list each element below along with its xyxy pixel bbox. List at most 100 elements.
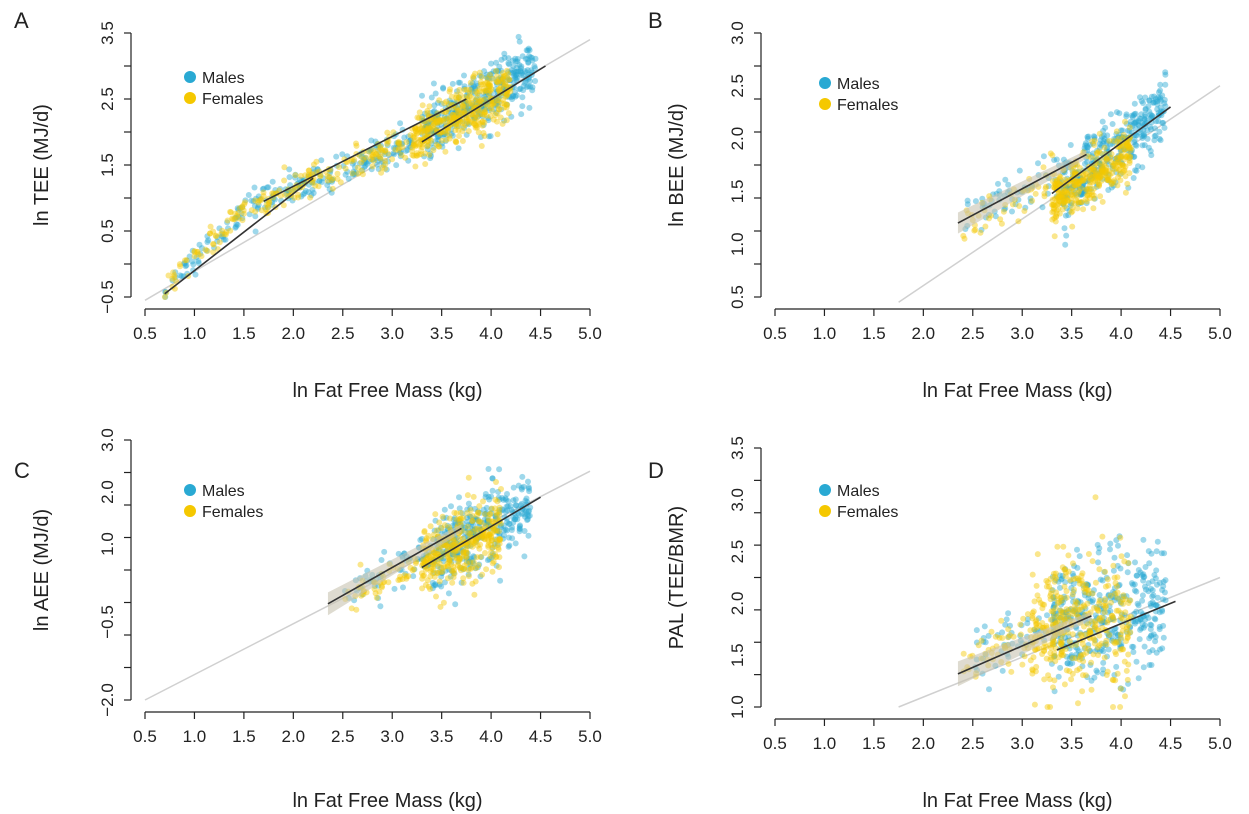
point-females — [1008, 668, 1015, 675]
point-females — [402, 154, 409, 161]
point-females — [489, 102, 496, 109]
point-males — [497, 577, 504, 584]
point-males — [443, 116, 450, 123]
point-females — [440, 116, 447, 123]
y-tick-label: 3.0 — [98, 428, 117, 452]
point-females — [255, 199, 262, 206]
point-males — [419, 131, 426, 137]
point-males — [251, 202, 258, 209]
point-females — [489, 568, 496, 575]
point-females — [487, 113, 494, 120]
point-females — [459, 101, 466, 108]
point-males — [472, 85, 478, 92]
point-females — [1084, 600, 1091, 607]
point-males — [1091, 674, 1098, 681]
point-males — [497, 74, 504, 81]
point-females — [269, 190, 276, 197]
point-females — [1101, 654, 1108, 661]
y-tick-label: 3.5 — [728, 436, 747, 460]
point-males — [368, 137, 375, 144]
legend-label-females: Females — [837, 504, 898, 521]
point-males — [1161, 589, 1168, 596]
point-females — [396, 140, 403, 147]
point-males — [1132, 559, 1138, 566]
point-females — [474, 542, 481, 549]
point-females — [410, 152, 417, 159]
point-males — [461, 83, 468, 90]
point-males — [525, 83, 532, 90]
point-males — [350, 158, 357, 165]
point-males — [361, 155, 368, 162]
point-females — [486, 531, 493, 538]
point-females — [486, 83, 493, 89]
point-females — [384, 129, 391, 136]
point-males — [513, 77, 520, 84]
point-females — [1000, 208, 1007, 215]
point-males — [162, 294, 169, 300]
point-females — [493, 553, 500, 560]
point-females — [477, 111, 483, 117]
x-tick-label: 4.0 — [479, 727, 503, 746]
point-females — [1017, 621, 1024, 628]
point-males — [526, 485, 532, 492]
point-males — [1139, 142, 1146, 149]
point-females — [382, 147, 389, 154]
point-males — [405, 157, 412, 164]
point-males — [255, 193, 262, 200]
point-males — [452, 112, 459, 119]
point-males — [427, 126, 434, 133]
point-males — [445, 590, 452, 597]
panel-b: 0.5 1.0 1.5 2.0 2.5 3.0 3.5 4.0 4.5 5.0 ln Fat Fre… — [648, 8, 1232, 402]
point-females — [227, 209, 234, 216]
point-males — [441, 130, 448, 137]
point-males — [456, 111, 463, 118]
point-females — [230, 216, 237, 223]
point-males — [487, 133, 494, 140]
point-females — [436, 143, 443, 150]
point-females — [443, 137, 450, 143]
point-females — [486, 80, 493, 87]
point-females — [476, 69, 483, 76]
point-males — [203, 247, 210, 254]
point-males — [407, 144, 414, 151]
point-males — [265, 184, 272, 191]
point-males — [505, 69, 512, 75]
point-males — [435, 133, 442, 140]
scatter-points — [960, 494, 1169, 710]
point-males — [196, 241, 203, 248]
point-males — [377, 603, 384, 610]
y-tick-label: 3.0 — [728, 488, 747, 512]
point-females — [403, 139, 410, 146]
point-females — [410, 134, 417, 141]
point-females — [415, 126, 422, 133]
point-males — [509, 57, 516, 64]
point-females — [280, 202, 287, 209]
point-males — [1095, 549, 1102, 556]
point-males — [1135, 121, 1142, 128]
point-females — [256, 197, 263, 204]
point-females — [1074, 600, 1081, 606]
point-males — [479, 113, 486, 120]
point-females — [1124, 635, 1131, 641]
point-males — [463, 100, 470, 106]
point-males — [395, 141, 402, 148]
point-males — [1145, 144, 1152, 151]
point-males — [482, 91, 489, 98]
x-tick-label: 4.5 — [1159, 734, 1183, 753]
point-males — [1063, 232, 1070, 239]
point-males — [1136, 636, 1143, 643]
point-females — [481, 133, 488, 139]
point-males — [461, 72, 467, 79]
point-males — [1149, 99, 1156, 106]
point-females — [376, 588, 383, 595]
point-females — [448, 93, 455, 100]
point-males — [532, 65, 538, 72]
point-females — [306, 167, 313, 174]
point-females — [444, 575, 451, 582]
point-females — [474, 114, 481, 121]
point-females — [466, 90, 473, 97]
point-females — [411, 125, 418, 132]
point-males — [485, 83, 492, 89]
point-males — [435, 133, 442, 140]
point-females — [169, 275, 176, 282]
